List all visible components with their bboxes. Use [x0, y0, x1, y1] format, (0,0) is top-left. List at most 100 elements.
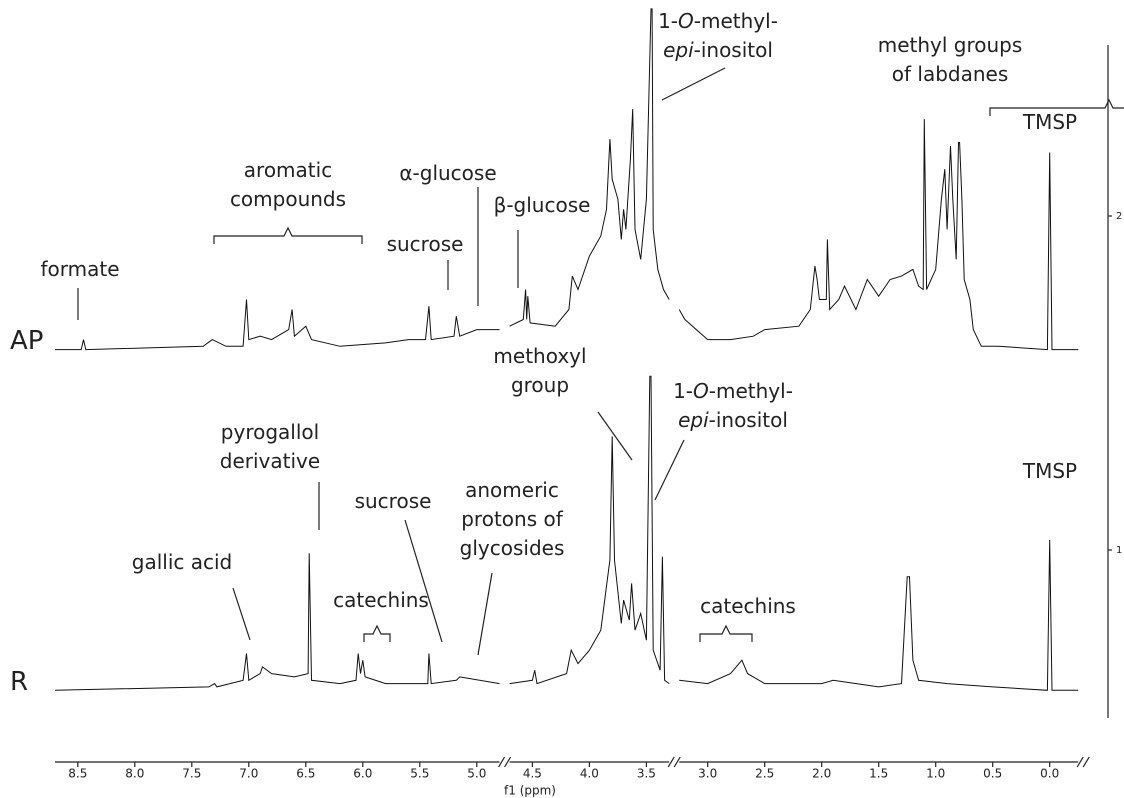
x-tick-label: 8.5: [68, 767, 87, 781]
spectrum-line: [679, 539, 1079, 691]
annotation: 1-O-methyl-: [673, 379, 793, 403]
series-label: R: [10, 667, 28, 697]
annotation: catechins: [333, 588, 429, 612]
axis-break: [667, 756, 675, 768]
annotation-brace: [363, 624, 391, 642]
annotation-part: gallic acid: [132, 550, 232, 574]
x-tick-label: 4.5: [523, 767, 542, 781]
annotation-line: [654, 439, 685, 501]
annotation-part: 1-: [658, 9, 678, 33]
spectrum-line: [678, 119, 1079, 351]
x-tick-label: 4.0: [580, 767, 599, 781]
annotation: α-glucose: [399, 161, 496, 185]
x-tick-label: 0.5: [983, 767, 1002, 781]
x-tick-label: 3.0: [698, 767, 717, 781]
x-tick-label: 7.5: [182, 767, 201, 781]
x-tick-label: 1.0: [926, 767, 945, 781]
annotation-part: -inositol: [694, 38, 773, 62]
spectrum-line: [55, 299, 500, 351]
x-tick-label: 7.0: [239, 767, 258, 781]
spectrum-line: [54, 553, 500, 691]
annotation-line: [597, 411, 633, 461]
annotation-part: methoxyl: [493, 344, 586, 368]
annotation: gallic acid: [132, 550, 232, 574]
annotation-part: sucrose: [355, 489, 432, 513]
annotation: TMSP: [1022, 459, 1077, 483]
annotation-part: -methyl-: [694, 9, 778, 33]
x-tick-label: 5.5: [410, 767, 429, 781]
annotation-part: anomeric: [465, 478, 559, 502]
series-label: AP: [10, 326, 43, 356]
annotation-part: catechins: [700, 594, 796, 618]
annotation-part: O: [678, 9, 694, 33]
annotation: sucrose: [355, 489, 432, 513]
x-tick-label: 0.0: [1040, 767, 1059, 781]
y-tick-label: 2: [1116, 211, 1122, 222]
annotation-line: [661, 67, 726, 101]
annotation-part: β-glucose: [494, 193, 591, 217]
annotation-part: of labdanes: [892, 62, 1009, 86]
annotation: glycosides: [460, 536, 565, 560]
annotation-part: sucrose: [387, 232, 464, 256]
annotation: β-glucose: [494, 193, 591, 217]
y-tick-label: 1: [1116, 545, 1122, 556]
annotation: compounds: [230, 187, 346, 211]
x-tick-label: 6.5: [296, 767, 315, 781]
annotation: catechins: [700, 594, 796, 618]
annotation-part: TMSP: [1022, 459, 1077, 483]
annotation-brace: [213, 226, 363, 244]
annotation: protons of: [461, 507, 563, 531]
annotation-brace: [699, 624, 753, 642]
spectrum-line: [509, 8, 670, 327]
annotation-part: glycosides: [460, 536, 565, 560]
annotation-part: pyrogallol: [221, 420, 319, 444]
annotation: anomeric: [465, 478, 559, 502]
annotation: epi-inositol: [678, 408, 788, 432]
axis-break: [498, 756, 506, 768]
annotation-part: 1-: [673, 379, 693, 403]
annotation-part: O: [693, 379, 709, 403]
x-tick-label: 1.5: [869, 767, 888, 781]
axis-break: [673, 756, 681, 768]
annotation-line: [404, 519, 443, 643]
annotation-part: derivative: [220, 449, 320, 473]
annotation: methoxyl: [493, 344, 586, 368]
spectrum-line: [509, 375, 670, 685]
axis-break: [1076, 756, 1084, 768]
x-axis-label: f1 (ppm): [504, 784, 556, 798]
annotation: TMSP: [1022, 110, 1077, 134]
annotation-part: TMSP: [1022, 110, 1077, 134]
x-tick-label: 3.5: [637, 767, 656, 781]
axis-break: [1082, 756, 1090, 768]
annotation: formate: [40, 257, 119, 281]
annotation-line: [232, 587, 251, 641]
annotation-part: compounds: [230, 187, 346, 211]
annotation: of labdanes: [892, 62, 1009, 86]
annotation: pyrogallol: [221, 420, 319, 444]
annotation-part: catechins: [333, 588, 429, 612]
x-tick-label: 8.0: [125, 767, 144, 781]
x-tick-label: 2.5: [755, 767, 774, 781]
annotation: 1-O-methyl-: [658, 9, 778, 33]
annotation-part: epi: [678, 408, 709, 432]
annotation-part: formate: [40, 257, 119, 281]
x-tick-label: 5.0: [467, 767, 486, 781]
annotation: methyl groups: [878, 33, 1023, 57]
annotation: group: [511, 373, 569, 397]
annotation-part: -methyl-: [709, 379, 793, 403]
axis-break: [504, 756, 512, 768]
annotation-part: α-glucose: [399, 161, 496, 185]
annotation: epi-inositol: [663, 38, 773, 62]
annotation-part: epi: [663, 38, 694, 62]
annotation-part: group: [511, 373, 569, 397]
annotation-part: methyl groups: [878, 33, 1023, 57]
annotation-part: protons of: [461, 507, 563, 531]
annotation-line: [477, 572, 493, 656]
x-tick-label: 2.0: [812, 767, 831, 781]
annotation-part: -inositol: [709, 408, 788, 432]
annotation: derivative: [220, 449, 320, 473]
annotation-part: aromatic: [244, 158, 332, 182]
annotation: sucrose: [387, 232, 464, 256]
annotation-brace: [989, 98, 1124, 116]
